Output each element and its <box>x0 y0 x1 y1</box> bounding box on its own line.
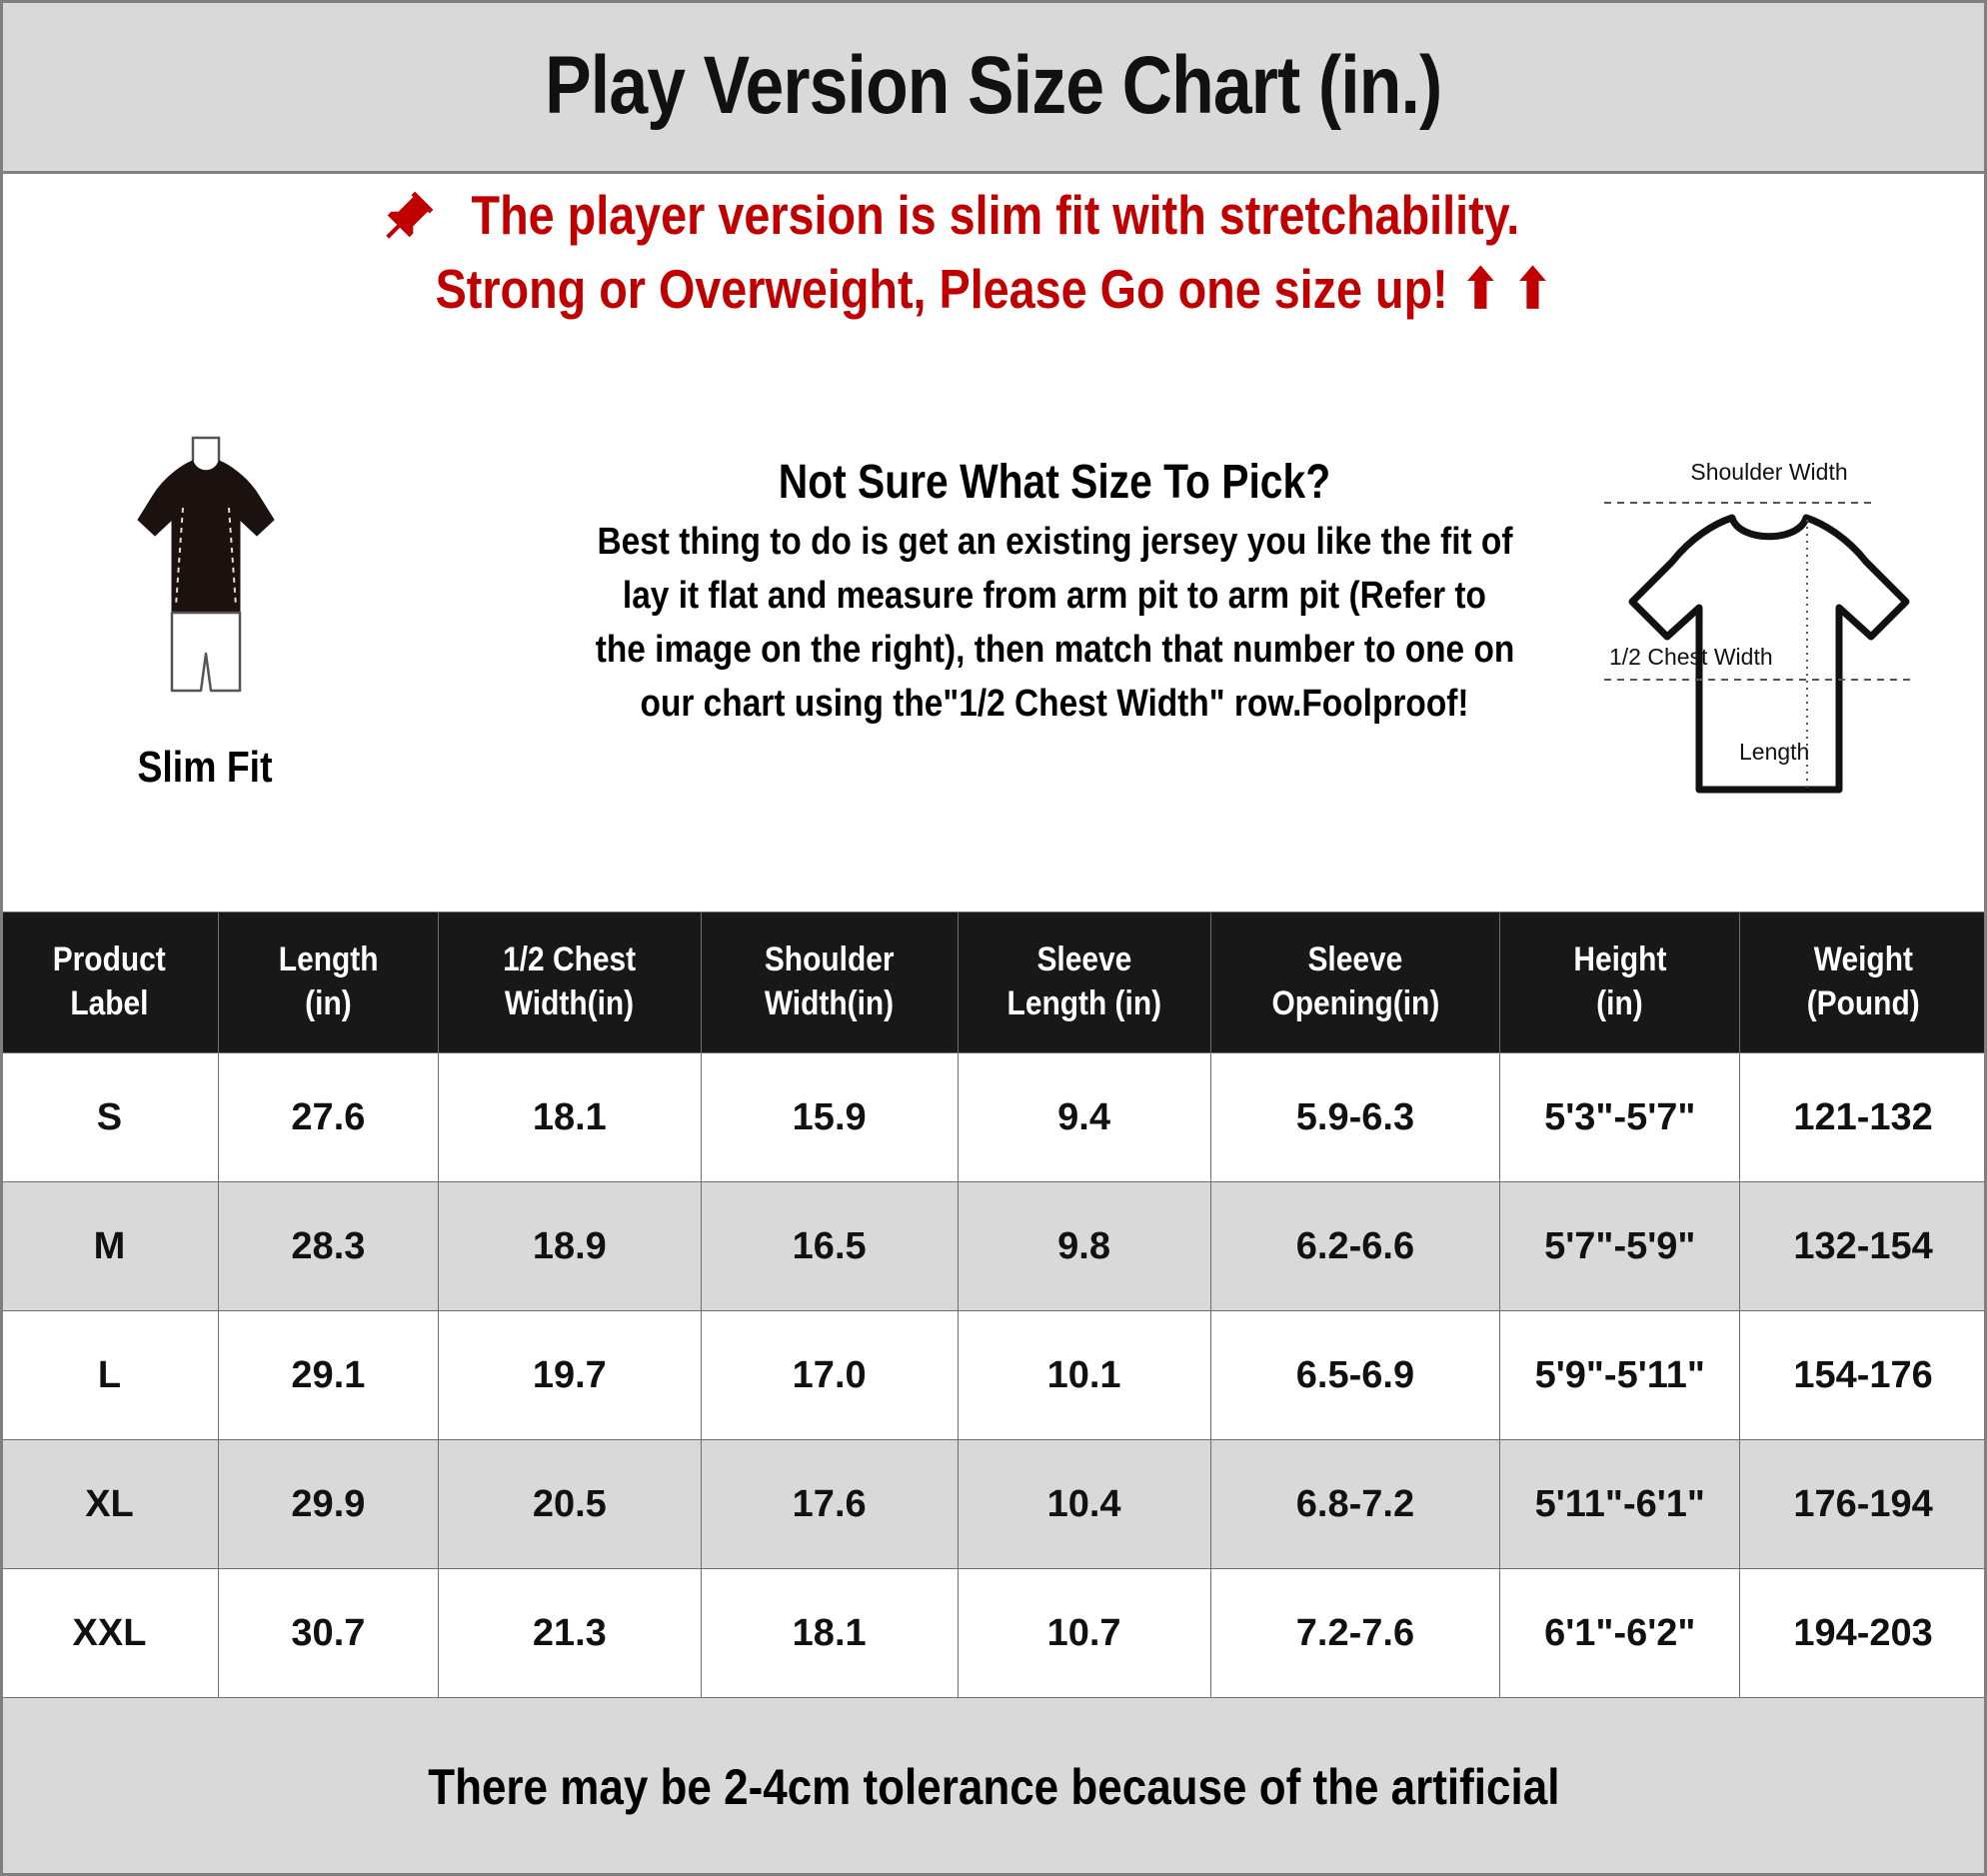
svg-text:Shoulder Width: Shoulder Width <box>1690 459 1847 485</box>
svg-text:Length: Length <box>1739 739 1809 765</box>
svg-text:1/2 Chest Width: 1/2 Chest Width <box>1609 644 1773 670</box>
